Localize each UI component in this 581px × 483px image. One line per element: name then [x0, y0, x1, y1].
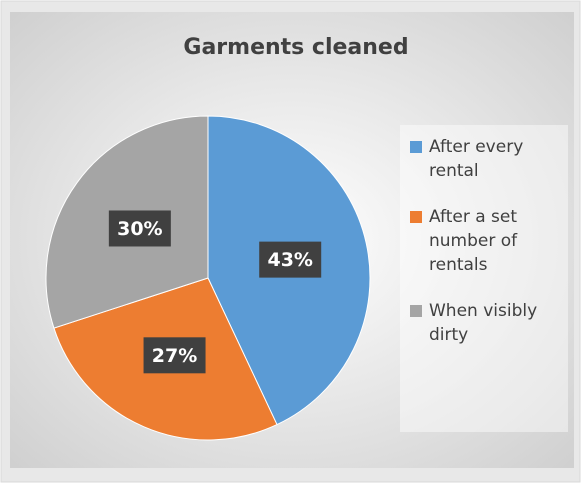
data-label: 27%	[152, 345, 197, 367]
data-label: 43%	[267, 249, 312, 271]
legend: After every rental After a set number of …	[400, 125, 568, 432]
data-label-box	[259, 241, 322, 278]
legend-entry: After a set number of rentals	[410, 205, 568, 277]
legend-label: After every rental	[429, 137, 524, 181]
data-label-box	[108, 210, 171, 247]
pie: 43% 27% 30%	[45, 115, 371, 441]
chart-title: Garments cleaned	[183, 35, 408, 60]
legend-swatch	[410, 141, 422, 153]
data-label-box	[143, 337, 206, 374]
legend-label: After a set number of rentals	[429, 207, 518, 275]
legend-label: When visibly dirty	[429, 301, 538, 345]
data-label: 30%	[117, 218, 162, 240]
legend-swatch	[410, 305, 422, 317]
legend-entry: When visibly dirty	[410, 299, 568, 347]
legend-swatch	[410, 211, 422, 223]
legend-entry: After every rental	[410, 135, 568, 183]
